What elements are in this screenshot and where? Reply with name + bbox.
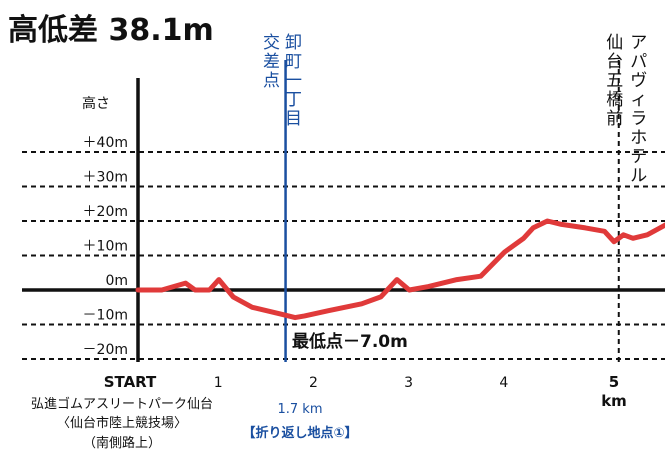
start-name-line-3: （南側路上） [83,435,161,451]
start-location: 弘進ゴムアスリートパーク仙台 〈仙台市陸上競技場〉 （南側路上） [31,396,213,451]
landmark-char: 卸 [285,33,302,53]
landmark-char: 目 [285,109,302,129]
x-tick-label: 4 [499,375,508,391]
x-tick-label: 2 [309,375,318,391]
landmark-char: パ [630,52,647,72]
landmark-char: 点 [263,71,280,91]
lowest-point-label: 最低点－7.0m [292,331,408,352]
landmark-char: 町 [285,52,302,72]
chart-title: 高低差 38.1m [8,13,214,48]
start-name-line-2: 〈仙台市陸上競技場〉 [57,415,187,431]
landmark-char: ラ [630,109,647,129]
landmark-char: 差 [263,52,280,72]
landmark-char: 交 [263,33,280,53]
turnaround-annotation: 1.7 km 【折り返し地点①】 [242,402,357,441]
start-name-line-1: 弘進ゴムアスリートパーク仙台 [31,396,213,412]
series-lines [135,218,665,321]
landmark-char: 五 [606,71,623,91]
y-tick-label: ＋20m [83,204,128,220]
turn-label: 【折り返し地点①】 [242,425,357,441]
landmark-char: ア [630,33,647,53]
landmark-char: 台 [606,52,623,72]
x-tick-unit: km [601,392,627,410]
y-tick-label: －10m [83,308,128,324]
y-tick-label: ＋10m [83,239,128,255]
landmark-char: ィ [630,90,647,110]
landmark-char: 橋 [606,90,623,110]
x-tick-label: 1 [214,375,223,391]
y-tick-label: ＋40m [83,135,128,151]
y-tick-label: 0m [105,273,128,289]
x-tick-label: START [104,373,157,391]
y-tick-label: ＋30m [83,170,128,186]
landmark-char: ヴ [630,71,647,91]
elevation-line [135,218,665,321]
landmark-char: 前 [606,109,623,129]
x-tick-label: 3 [404,375,413,391]
y-tick-labels: ＋40m ＋30m ＋20m ＋10m 0m －10m －20m [83,135,128,358]
landmark-char: 一 [285,71,302,91]
landmark-char: テ [630,147,647,167]
landmark-char: ル [630,166,647,186]
landmark-label-column: 交差点 [263,33,280,91]
turn-distance: 1.7 km [278,402,323,417]
landmark-char: ホ [630,128,647,148]
x-tick-label: 5 [609,373,619,391]
y-axis-label: 高さ [82,95,110,112]
x-tick-labels: START 1 2 3 4 5km [104,373,627,410]
y-tick-label: －20m [83,342,128,358]
landmark-char: 丁 [285,90,302,110]
landmark-char: 仙 [606,33,623,53]
